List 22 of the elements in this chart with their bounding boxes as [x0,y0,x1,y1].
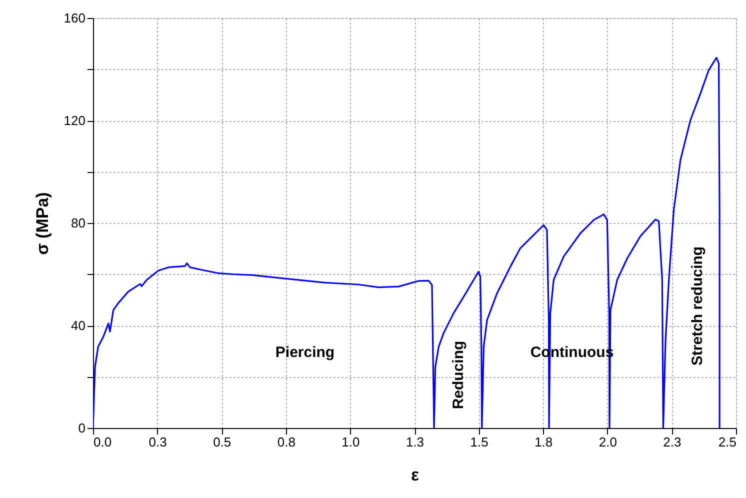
x-tick-label: 1.3 [406,434,424,450]
x-tick-label: 2.3 [663,434,682,450]
y-tick-label: 120 [64,113,86,128]
y-tick-label: 80 [71,216,86,230]
x-tick-label: 1.5 [470,434,488,450]
x-tick-label: 2.0 [598,434,617,450]
y-axis-title: σ (MPa) [32,192,52,255]
annotation: Reducing [450,340,467,410]
x-tick-label: 2.5 [718,434,736,450]
x-axis-title: ε [410,466,420,484]
x-tick-label: 1.0 [342,434,360,450]
y-tick-label: 0 [78,420,86,436]
x-tick-label: 0.8 [277,434,296,450]
x-tick-label: 0.5 [213,434,232,450]
x-tick-label: 0.3 [148,434,167,450]
y-tick-label: 40 [71,318,86,333]
annotation: Piercing [275,344,335,361]
line-series [93,56,720,428]
x-tick-label: 1.8 [534,434,553,450]
y-tick-label: 160 [64,10,86,26]
annotation: Stretch reducing [689,246,706,366]
x-tick-label: 0.0 [94,434,112,450]
